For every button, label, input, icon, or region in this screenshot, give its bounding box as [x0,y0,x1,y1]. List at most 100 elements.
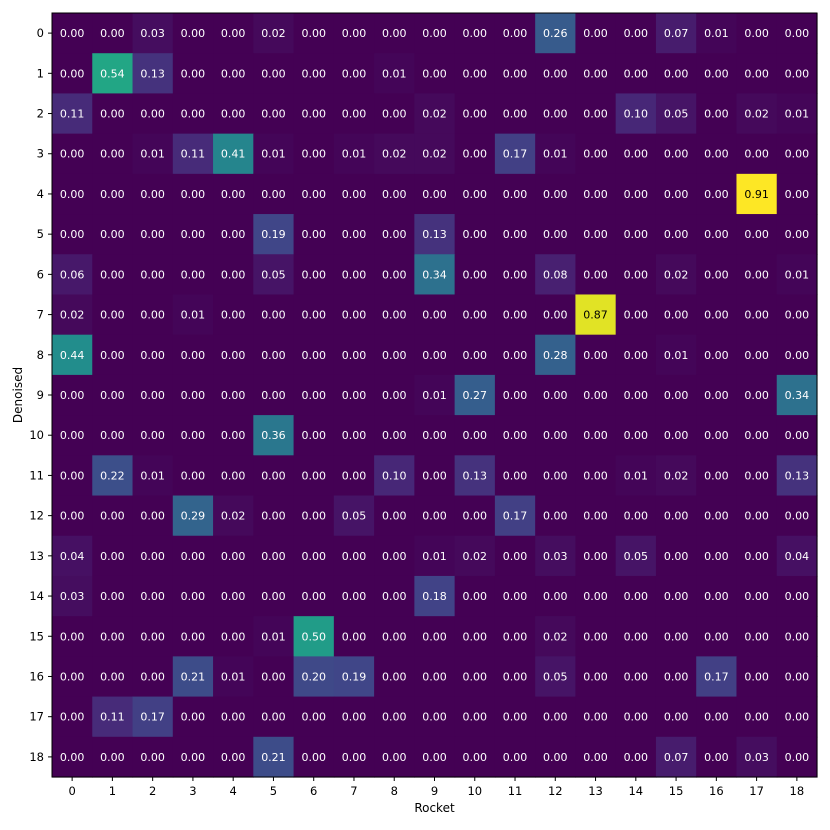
heatmap-cell [736,254,778,296]
heatmap-cell [293,294,335,336]
heatmap-cell [696,696,738,738]
heatmap-cell [213,254,254,296]
cell-value-label: 0.00 [543,510,568,523]
heatmap-cell [575,736,617,778]
heatmap-cell [776,374,818,416]
cell-value-label: 0.27 [463,389,488,402]
cell-value-label: 0.13 [463,469,488,482]
heatmap-cell [655,374,697,416]
heatmap-cell [374,495,415,537]
cell-value-label: 0.02 [744,108,769,121]
heatmap-cell [414,696,456,738]
heatmap-cell [92,656,134,698]
heatmap-cell [696,495,738,537]
heatmap-cell [655,93,697,135]
cell-value-label: 0.00 [785,670,810,683]
cell-value-label: 0.00 [301,268,326,281]
heatmap-cell [92,133,134,175]
heatmap-cell [213,616,254,657]
heatmap-cell [575,334,617,376]
y-tick-label: 18 [29,750,44,764]
y-tick-label: 14 [29,589,44,603]
heatmap-cell [535,254,577,296]
cell-value-label: 0.00 [100,188,125,201]
cell-value-label: 0.00 [785,751,810,764]
heatmap-cell [132,616,174,657]
heatmap-cell [253,736,295,778]
heatmap-cell [776,736,818,778]
cell-value-label: 0.00 [221,751,246,764]
cell-value-label: 0.05 [543,670,568,683]
heatmap-cell [776,173,818,215]
cell-value-label: 0.00 [221,429,246,442]
cell-value-label: 0.00 [624,510,649,523]
cell-value-label: 0.00 [261,188,286,201]
heatmap-cell [655,415,697,456]
cell-value-label: 0.11 [60,108,85,121]
heatmap-cell [52,455,93,497]
heatmap-cell [494,133,536,175]
heatmap-cell [374,616,415,657]
cell-value-label: 0.00 [342,550,367,563]
heatmap-cell [615,13,657,54]
heatmap-cell [52,133,93,175]
cell-value-label: 0.01 [785,108,810,121]
cell-value-label: 0.00 [60,429,85,442]
cell-value-label: 0.22 [100,469,125,482]
cell-value-label: 0.00 [261,711,286,724]
cell-value-label: 0.00 [100,148,125,161]
heatmap-cell [172,334,214,376]
heatmap-cell [253,374,295,416]
heatmap-cell [696,415,738,456]
cell-value-label: 0.00 [342,27,367,40]
cell-value-label: 0.29 [181,510,206,523]
cell-value-label: 0.03 [744,751,769,764]
heatmap-cell [494,93,536,135]
cell-value-label: 0.00 [261,670,286,683]
cell-value-label: 0.41 [221,148,246,161]
heatmap-cell [293,415,335,456]
heatmap-cell [615,334,657,376]
heatmap-cell [374,415,415,456]
heatmap-cell [333,495,375,537]
heatmap-cell [132,294,174,336]
cell-value-label: 0.00 [664,148,689,161]
cell-value-label: 0.00 [140,429,165,442]
cell-value-label: 0.00 [221,67,246,80]
cell-value-label: 0.00 [785,711,810,724]
heatmap-cell [494,736,536,778]
heatmap-cell [253,696,295,738]
heatmap-cell [776,616,818,657]
heatmap-cell [213,13,254,54]
cell-value-label: 0.05 [624,550,649,563]
cell-value-label: 0.00 [60,148,85,161]
cell-value-label: 0.00 [382,751,407,764]
cell-value-label: 0.00 [704,67,729,80]
heatmap-cell [655,214,697,255]
cell-value-label: 0.00 [301,389,326,402]
x-tick-label: 6 [310,784,317,798]
cell-value-label: 0.00 [503,309,528,322]
cell-value-label: 0.00 [382,711,407,724]
cell-value-label: 0.17 [503,510,528,523]
cell-value-label: 0.00 [342,309,367,322]
cell-value-label: 0.00 [261,67,286,80]
heatmap-cell [776,696,818,738]
cell-value-label: 0.26 [543,27,568,40]
cell-value-label: 0.00 [463,510,488,523]
heatmap-cell [333,334,375,376]
cell-value-label: 0.00 [301,27,326,40]
heatmap-cell [535,294,577,336]
heatmap-cell [333,214,375,255]
cell-value-label: 0.00 [624,67,649,80]
heatmap-cell [414,736,456,778]
heatmap-cell [92,214,134,255]
heatmap-cell [92,254,134,296]
heatmap-cell [333,13,375,54]
heatmap-cell [414,616,456,657]
cell-value-label: 0.00 [221,550,246,563]
heatmap-cell [293,93,335,135]
heatmap-cell [92,616,134,657]
cell-value-label: 0.00 [140,751,165,764]
